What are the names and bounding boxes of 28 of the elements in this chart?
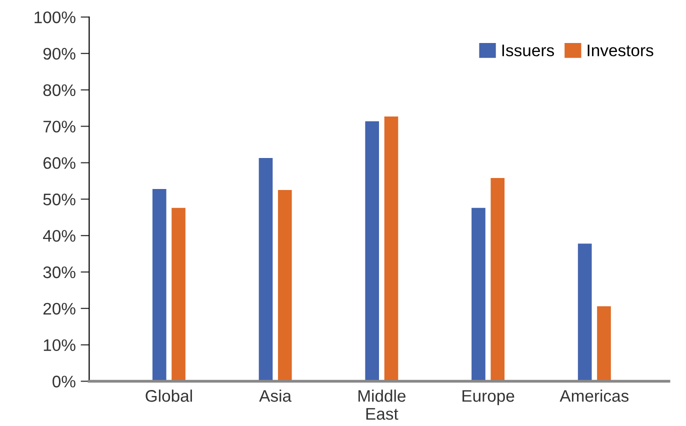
bar	[172, 208, 186, 382]
y-tick-label: 80%	[43, 84, 76, 96]
y-tick-label: 90%	[43, 48, 76, 60]
y-tick-label: 50%	[43, 194, 76, 206]
bar	[472, 208, 486, 382]
x-tick-label: Asia	[259, 390, 292, 402]
bar	[152, 188, 166, 382]
y-tick-label: 10%	[44, 339, 76, 352]
y-tick-label: 20%	[43, 302, 76, 315]
legend-label: Issuers	[502, 44, 554, 56]
y-tick-label: 70%	[43, 120, 76, 133]
x-tick-label: Europe	[462, 390, 514, 406]
legend-label: Investors	[588, 44, 654, 56]
bar	[384, 116, 398, 382]
y-tick-label: 60%	[43, 157, 76, 169]
x-tick-label: Americas	[560, 390, 629, 402]
y-tick-label: 40%	[43, 230, 76, 242]
y-tick-label: 30%	[43, 266, 76, 278]
bar	[597, 306, 611, 382]
y-tick-label: 0%	[52, 376, 76, 388]
x-tick-label: Global	[146, 390, 192, 402]
bar	[490, 178, 505, 382]
bar	[578, 244, 592, 382]
bar	[365, 121, 380, 382]
bar	[278, 190, 292, 382]
y-tick-label: 100%	[34, 11, 76, 24]
x-tick-label: Middle East	[358, 390, 406, 420]
bar	[258, 158, 273, 382]
